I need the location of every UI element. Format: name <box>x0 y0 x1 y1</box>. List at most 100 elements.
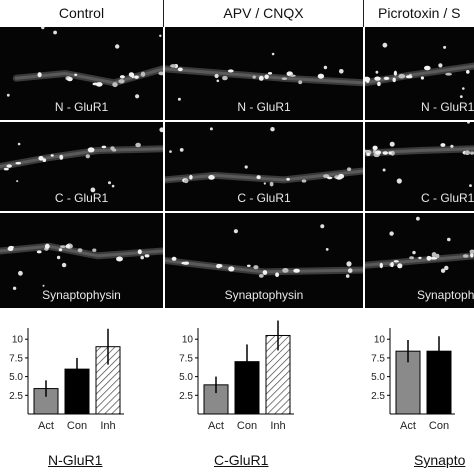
micrograph-control-synaptophysin: Synaptophysin <box>0 213 163 308</box>
punctum <box>65 244 71 249</box>
punctum <box>438 63 443 68</box>
panel-label: C - GluR1 <box>421 191 474 205</box>
punctum <box>214 73 219 79</box>
punctum <box>389 231 394 236</box>
bar-chart-n-glur1: 2.5 5.0 7.5 10 Act Con Inh <box>0 320 163 440</box>
punctum <box>443 45 447 49</box>
punctum <box>135 142 141 148</box>
punctum <box>393 70 397 76</box>
y-tick-label: 2.5 <box>179 391 193 402</box>
bar-chart-c-glur1: 2.5 5.0 7.5 10 Act Con Inh <box>170 320 333 440</box>
dendrite <box>0 147 163 168</box>
panel-label: C - GluR1 <box>237 191 291 205</box>
punctum <box>159 34 162 37</box>
y-tick-label: 2.5 <box>9 391 23 402</box>
column-header-apv-cnqx: APV / CNQX <box>223 5 304 21</box>
punctum <box>398 73 406 79</box>
punctum <box>450 144 454 148</box>
punctum <box>228 266 235 272</box>
punctum <box>253 265 259 270</box>
punctum <box>252 75 256 79</box>
dendrite <box>0 244 163 258</box>
punctum <box>3 167 9 171</box>
punctum <box>16 180 19 183</box>
x-tick-label: Act <box>208 420 224 432</box>
punctum <box>90 187 96 193</box>
punctum <box>41 27 45 30</box>
punctum <box>59 154 64 160</box>
punctum <box>87 147 95 153</box>
punctum <box>140 71 146 77</box>
punctum <box>258 274 264 278</box>
punctum <box>420 76 424 80</box>
punctum <box>6 164 12 168</box>
punctum <box>37 72 42 78</box>
punctum <box>270 127 275 132</box>
punctum <box>382 151 388 155</box>
punctum <box>298 80 303 85</box>
dendrite <box>365 254 474 267</box>
punctum <box>470 151 474 155</box>
punctum <box>447 237 451 242</box>
punctum <box>466 70 470 74</box>
punctum <box>67 77 73 82</box>
punctum <box>17 142 21 146</box>
punctum <box>233 229 238 234</box>
punctum <box>388 151 392 155</box>
punctum <box>95 82 103 87</box>
x-tick-label: Act <box>400 420 416 432</box>
punctum <box>347 268 353 273</box>
y-tick-label: 7.5 <box>9 353 23 364</box>
punctum <box>15 161 22 165</box>
punctum <box>382 42 388 48</box>
punctum <box>179 148 184 152</box>
punctum <box>140 255 144 260</box>
punctum <box>169 150 172 153</box>
punctum <box>366 79 370 83</box>
header-divider <box>163 0 164 27</box>
x-tick-label: Con <box>237 420 257 432</box>
dendrite <box>165 67 363 85</box>
panel-label: N - GluR1 <box>54 100 109 114</box>
punctum <box>366 152 371 156</box>
punctum <box>338 173 345 179</box>
punctum <box>36 250 42 254</box>
punctum <box>389 141 395 147</box>
column-header-picrotoxin: Picrotoxin / S <box>378 5 461 21</box>
punctum <box>444 265 449 271</box>
micrograph-picro-n-glur1: N - GluR1 <box>365 27 474 120</box>
punctum <box>6 93 10 97</box>
punctum <box>375 150 382 155</box>
punctum <box>470 252 474 258</box>
micrograph-control-n-glur1: N - GluR1 <box>0 27 163 120</box>
punctum <box>171 256 177 261</box>
punctum <box>53 30 57 35</box>
y-tick-label: 2.5 <box>371 391 385 402</box>
panel-label: N - GluR1 <box>237 100 291 114</box>
punctum <box>208 175 215 180</box>
punctum <box>424 65 431 71</box>
micrograph-control-c-glur1: C - GluR1 <box>0 122 163 211</box>
punctum <box>323 65 328 70</box>
punctum <box>396 178 402 184</box>
punctum <box>50 154 54 157</box>
punctum <box>61 262 67 268</box>
panel-label: C - GluR1 <box>54 191 109 205</box>
y-tick-label: 5.0 <box>371 372 385 383</box>
chart-caption-synaptophysin: Synapto <box>414 452 466 468</box>
x-tick-label: Inh <box>100 420 115 432</box>
punctum <box>158 71 163 76</box>
punctum <box>462 254 469 258</box>
punctum <box>137 249 142 255</box>
punctum <box>379 262 383 269</box>
punctum <box>435 253 440 259</box>
punctum <box>159 127 163 133</box>
punctum <box>464 150 471 155</box>
header-divider <box>363 0 364 27</box>
punctum <box>7 246 14 251</box>
punctum <box>405 75 413 79</box>
micrograph-picro-c-glur1: C - GluR1 <box>365 122 474 211</box>
punctum <box>339 69 344 74</box>
punctum <box>409 256 414 260</box>
punctum <box>119 75 125 79</box>
